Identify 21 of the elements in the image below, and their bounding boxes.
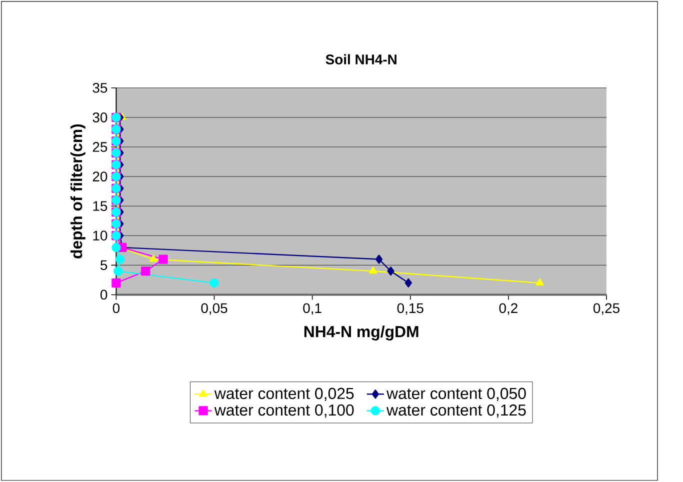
y-tick-label: 35 <box>92 83 108 93</box>
chart-title: Soil NH4-N <box>326 54 396 65</box>
y-tick-label: 30 <box>92 112 108 122</box>
y-tick-label: 5 <box>100 260 108 270</box>
legend-label: water content 0,125 <box>386 404 526 418</box>
y-tick-label: 15 <box>93 201 108 212</box>
y-tick-label: 10 <box>93 230 108 241</box>
y-tick-label: 20 <box>92 172 108 182</box>
legend-label: water content 0,025 <box>214 388 354 402</box>
y-tick-label: 0 <box>100 290 108 300</box>
x-axis-title: NH4-N mg/gDM <box>304 326 418 341</box>
y-axis-title: depth of filter(cm) <box>70 124 86 258</box>
x-tick-label: 0 <box>112 303 120 314</box>
legend-label: water content 0,100 <box>214 404 354 418</box>
y-tick-label: 25 <box>92 142 108 152</box>
x-tick-label: 0,05 <box>201 303 228 315</box>
x-tick-label: 0,25 <box>593 303 620 315</box>
legend-label: water content 0,050 <box>386 388 526 402</box>
x-tick-label: 0,2 <box>499 303 518 315</box>
x-tick-label: 0,15 <box>397 303 424 315</box>
x-tick-label: 0,1 <box>303 303 322 315</box>
